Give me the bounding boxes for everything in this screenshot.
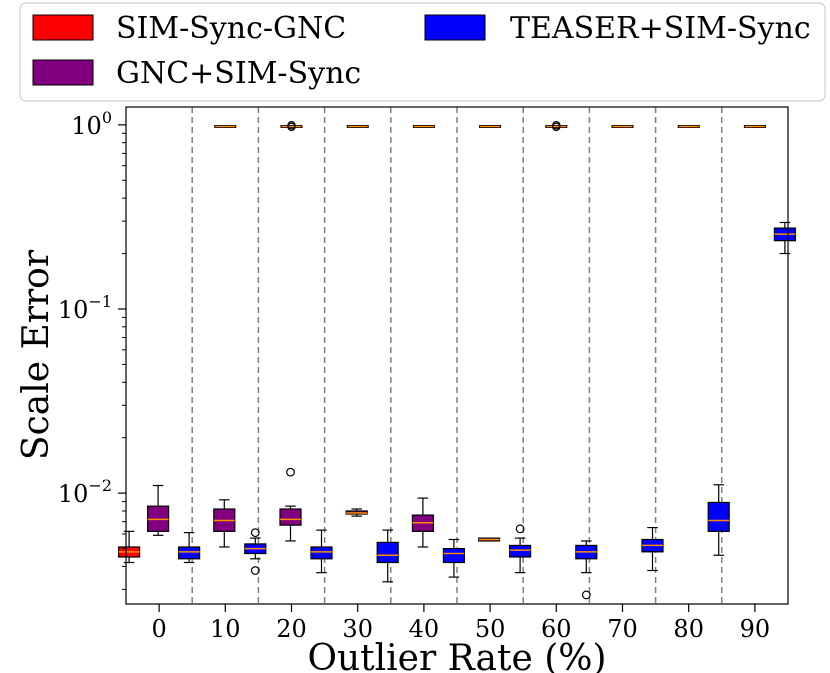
outlier-point [286, 467, 295, 477]
outlier-point [287, 122, 296, 132]
legend-swatch-sim-sync-gnc [32, 14, 94, 41]
outlier-point [552, 122, 561, 132]
y-tick-label: 10−2 [58, 476, 112, 508]
plot-frame [125, 106, 789, 605]
y-tick-label: 10−1 [58, 292, 112, 324]
box-gnc-sim-sync-0 [147, 484, 170, 536]
outlier-point [250, 528, 260, 538]
box-iqr [707, 501, 730, 532]
legend-item-teaser-sim-sync: TEASER+SIM-Sync [424, 11, 811, 46]
x-tick-label: 10 [210, 615, 241, 643]
plot-area [117, 107, 797, 604]
box-teaser-sim-sync-10 [244, 528, 267, 575]
box-teaser-sim-sync-80 [707, 484, 730, 556]
box-teaser-sim-sync-60 [575, 540, 598, 600]
legend-item-sim-sync-gnc: SIM-Sync-GNC [32, 11, 346, 46]
box-iqr [178, 546, 201, 560]
box-teaser-sim-sync-40 [442, 538, 465, 578]
outlier-point [515, 524, 525, 534]
x-tick-label: 60 [541, 615, 572, 643]
box-teaser-sim-sync-0 [178, 532, 201, 564]
x-tick-label: 20 [276, 615, 307, 643]
legend-label-teaser-sim-sync: TEASER+SIM-Sync [510, 11, 811, 46]
top-marker-60 [545, 121, 568, 132]
x-tick-label: 80 [673, 615, 704, 643]
x-tick-label: 50 [475, 615, 506, 643]
legend-swatch-teaser-sim-sync [424, 14, 486, 41]
box-teaser-sim-sync-90 [773, 221, 797, 255]
top-marker-20 [280, 121, 303, 132]
box-gnc-sim-sync-30 [345, 508, 368, 517]
box-iqr [509, 544, 532, 558]
legend-item-gnc-sim-sync: GNC+SIM-Sync [32, 56, 361, 91]
box-teaser-sim-sync-70 [641, 526, 664, 572]
x-tick-label: 70 [607, 615, 638, 643]
x-axis-label: Outlier Rate (%) [307, 638, 606, 673]
box-teaser-sim-sync-30 [376, 529, 399, 583]
legend-frame [19, 2, 826, 102]
legend-label-gnc-sim-sync: GNC+SIM-Sync [116, 56, 361, 91]
box-sim-sync-gnc-0 [117, 530, 141, 564]
box-iqr [279, 508, 302, 526]
x-tick-label: 30 [342, 615, 373, 643]
box-iqr [376, 541, 399, 564]
box-iqr [310, 546, 333, 560]
legend: SIM-Sync-GNC GNC+SIM-Sync TEASER+SIM-Syn… [19, 2, 826, 102]
outlier-point [250, 566, 260, 575]
x-tick-label: 90 [740, 615, 771, 643]
box-gnc-sim-sync-50 [478, 537, 501, 542]
y-tick-label: 100 [71, 108, 112, 140]
outlier-point [581, 590, 591, 600]
box-teaser-sim-sync-20 [310, 529, 333, 574]
y-axis: 10−2 10−1 100 [58, 108, 126, 590]
box-gnc-sim-sync-20 [279, 467, 302, 542]
y-axis-label: Scale Error [16, 249, 57, 460]
box-teaser-sim-sync-50 [509, 524, 532, 574]
box-gnc-sim-sync-40 [411, 497, 434, 548]
x-axis: 0 10 20 30 40 50 60 70 80 90 [151, 604, 770, 643]
legend-swatch-gnc-sim-sync [32, 59, 94, 86]
x-tick-label: 40 [409, 615, 440, 643]
box-iqr [442, 547, 465, 564]
box-gnc-sim-sync-10 [213, 499, 236, 548]
x-tick-label: 0 [151, 615, 166, 643]
legend-label-sim-sync-gnc: SIM-Sync-GNC [116, 11, 346, 46]
